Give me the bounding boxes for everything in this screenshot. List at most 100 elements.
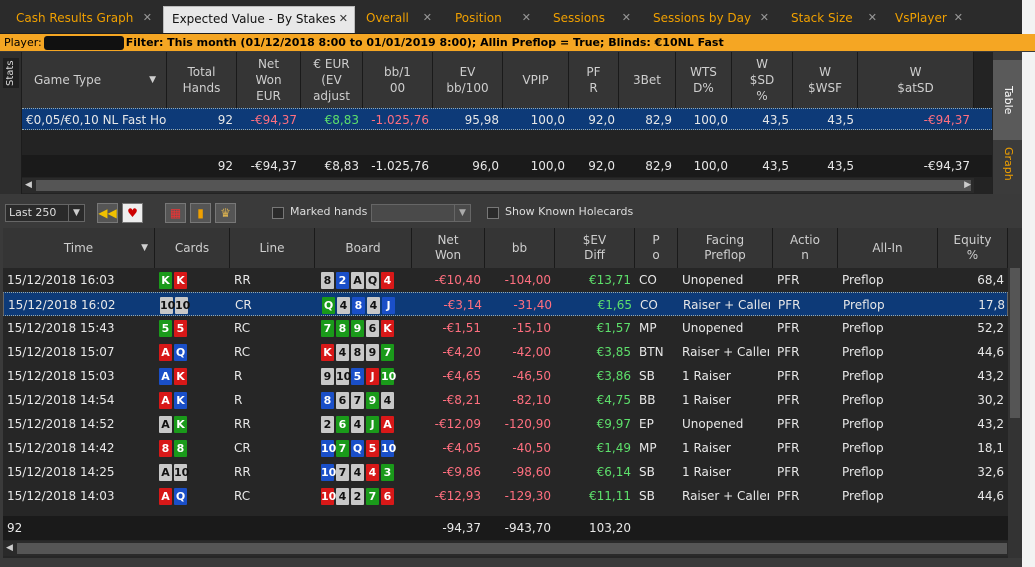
scroll-left-icon[interactable]: ◀ — [25, 180, 32, 190]
action: PFR — [777, 345, 800, 359]
action: PFR — [777, 417, 800, 431]
close-icon[interactable]: ✕ — [142, 11, 152, 24]
chevron-down-icon[interactable]: ▼ — [68, 205, 84, 221]
scroll-thumb[interactable] — [36, 180, 971, 191]
close-icon[interactable]: ✕ — [759, 11, 769, 24]
stats-col-header[interactable]: EV bb/100 — [433, 52, 503, 108]
hands-col-header[interactable]: P o — [635, 228, 678, 268]
board-cards: 9 10 5 J 10 — [321, 364, 413, 388]
all-in-street: Preflop — [843, 298, 885, 312]
hand-row[interactable]: 15/12/2018 15:07 A Q RC K 4 8 9 7 -€4,20 -42,00 €3,… — [3, 340, 1008, 364]
stats-col-header[interactable]: € EUR (EV adjust — [301, 52, 363, 108]
scroll-thumb[interactable] — [17, 543, 1007, 554]
tab-position[interactable]: Position ✕ — [447, 6, 537, 30]
hands-col-header[interactable]: $EV Diff — [555, 228, 635, 268]
close-icon[interactable]: ✕ — [521, 11, 531, 24]
close-icon[interactable]: ✕ — [867, 11, 877, 24]
hand-row[interactable]: 15/12/2018 14:52 A K RR 2 6 4 J A -€12,09 -120,90 €… — [3, 412, 1008, 436]
hand-time: 15/12/2018 14:03 — [7, 489, 115, 503]
stats-col-header[interactable]: W $atSD — [858, 52, 974, 108]
stats-col-header[interactable]: bb/1 00 — [363, 52, 433, 108]
sort-down-icon[interactable]: ▼ — [141, 242, 148, 253]
hand-time: 15/12/2018 16:02 — [8, 298, 116, 312]
card: 8 — [321, 392, 334, 409]
stats-total-row[interactable]: 92 -€94,37 €8,83 -1.025,76 96,0 100,0 92,0 82,9… — [22, 155, 992, 177]
equity: 68,4 — [977, 273, 1004, 287]
hand-row[interactable]: 15/12/2018 14:03 A Q RC 10 4 2 7 6 -€12,93 -129,30… — [3, 484, 1008, 508]
stats-col-header[interactable]: W $WSF — [793, 52, 858, 108]
marked-hands-checkbox[interactable] — [272, 207, 284, 219]
stats-col-header[interactable]: Net Won EUR — [237, 52, 301, 108]
close-icon[interactable]: ✕ — [338, 12, 348, 25]
card: 4 — [381, 272, 394, 289]
hand-row[interactable]: 15/12/2018 16:03 K K RR 8 2 A Q 4 -€10,40 -104,00 €… — [3, 268, 1008, 292]
tab-sessions[interactable]: Sessions ✕ — [545, 6, 637, 30]
hand-row[interactable]: 15/12/2018 14:25 A 10 RR 10 7 4 4 3 -€9,86 -98,60 €… — [3, 460, 1008, 484]
grid-icon[interactable]: ▦ — [165, 203, 186, 223]
graph-view-tab[interactable]: Graph — [1002, 147, 1015, 181]
hands-col-header[interactable]: Board — [315, 228, 412, 268]
hands-col-header[interactable]: bb — [485, 228, 555, 268]
table-view-tab[interactable]: Table — [993, 60, 1023, 140]
hand-row[interactable]: 15/12/2018 15:03 A K R 9 10 5 J 10 -€4,65 -46,50 €3… — [3, 364, 1008, 388]
stats-col-header[interactable]: WTS D% — [676, 52, 732, 108]
stats-col-header[interactable]: VPIP — [503, 52, 569, 108]
tab-sessions-by-day[interactable]: Sessions by Day ✕ — [645, 6, 775, 30]
hands-col-header[interactable]: Actio n — [773, 228, 838, 268]
bar-chart-icon[interactable]: ▮ — [190, 203, 211, 223]
marked-hands-select[interactable]: ▼ — [371, 204, 471, 222]
hands-horizontal-scrollbar[interactable]: ◀ — [3, 541, 1008, 556]
hands-col-header[interactable]: All-In — [838, 228, 938, 268]
scroll-thumb[interactable] — [1010, 268, 1020, 418]
hand-row[interactable]: 15/12/2018 14:42 8 8 CR 10 7 Q 5 10 -€4,05 -40,50 €… — [3, 436, 1008, 460]
stats-row-selected[interactable]: €0,05/€0,10 NL Fast Hold 92 -€94,37 €8,83 -1… — [22, 108, 992, 130]
hands-col-header[interactable]: Net Won — [412, 228, 485, 268]
stats-col-header[interactable]: Game Type ▼ — [22, 52, 167, 108]
stats-col-header[interactable]: 3Bet — [619, 52, 676, 108]
trophy-icon[interactable]: ♛ — [215, 203, 236, 223]
tab-stack-size[interactable]: Stack Size ✕ — [783, 6, 883, 30]
replay-icon[interactable]: ◀◀ — [97, 203, 118, 223]
cards-icon[interactable]: ♥ — [122, 203, 143, 223]
hands-vertical-scrollbar[interactable] — [1008, 228, 1022, 558]
hand-row[interactable]: 15/12/2018 15:43 5 5 RC 7 8 9 6 K -€1,51 -15,10 €1,… — [3, 316, 1008, 340]
tab-overall[interactable]: Overall ✕ — [358, 6, 438, 30]
stats-col-header[interactable]: Total Hands — [167, 52, 237, 108]
tab-expected-value-by-stakes[interactable]: Expected Value - By Stakes ✕ — [163, 6, 355, 33]
facing-preflop: Unopened — [682, 321, 744, 335]
scroll-left-icon[interactable]: ◀ — [6, 543, 13, 553]
hand-time: 15/12/2018 15:07 — [7, 345, 115, 359]
stats-col-header[interactable]: PF R — [569, 52, 619, 108]
tab-cash-results-graph[interactable]: Cash Results Graph ✕ — [8, 6, 158, 30]
chevron-down-icon[interactable]: ▼ — [454, 205, 470, 221]
hand-time: 15/12/2018 15:03 — [7, 369, 115, 383]
equity: 30,2 — [977, 393, 1004, 407]
ev-diff: €4,75 — [596, 393, 631, 407]
show-known-holecards-checkbox[interactable] — [487, 207, 499, 219]
close-icon[interactable]: ✕ — [422, 11, 432, 24]
stats-cell: €8,83 — [324, 159, 359, 173]
action: PFR — [777, 369, 800, 383]
hand-range-select[interactable]: Last 250 ▼ — [5, 204, 85, 222]
hands-col-header[interactable]: Equity % — [938, 228, 1008, 268]
hands-col-header[interactable]: Time ▼ — [3, 228, 155, 268]
hands-col-header[interactable]: Line — [230, 228, 315, 268]
card: 6 — [336, 416, 349, 433]
scroll-right-icon[interactable]: ▶ — [964, 180, 971, 190]
sort-down-icon[interactable]: ▼ — [149, 75, 156, 85]
close-icon[interactable]: ✕ — [953, 11, 963, 24]
hand-time: 15/12/2018 16:03 — [7, 273, 115, 287]
card: 4 — [351, 464, 364, 481]
card: A — [159, 416, 172, 433]
stats-col-header[interactable]: W $SD % — [732, 52, 793, 108]
tab-vsplayer[interactable]: VsPlayer ✕ — [887, 6, 969, 30]
hands-col-header[interactable]: Cards — [155, 228, 230, 268]
hands-col-header[interactable]: Facing Preflop — [678, 228, 773, 268]
stats-horizontal-scrollbar[interactable]: ◀ ▶ — [22, 178, 974, 193]
stats-side-tab[interactable]: Stats — [3, 58, 19, 88]
hand-row[interactable]: 15/12/2018 14:54 A K R 8 6 7 9 4 -€8,21 -82,10 €4,7… — [3, 388, 1008, 412]
hand-row[interactable]: 15/12/2018 16:02 1010 CR Q 4 8 4 J -€3,14 -31,40 €… — [3, 292, 1008, 316]
close-icon[interactable]: ✕ — [621, 11, 631, 24]
